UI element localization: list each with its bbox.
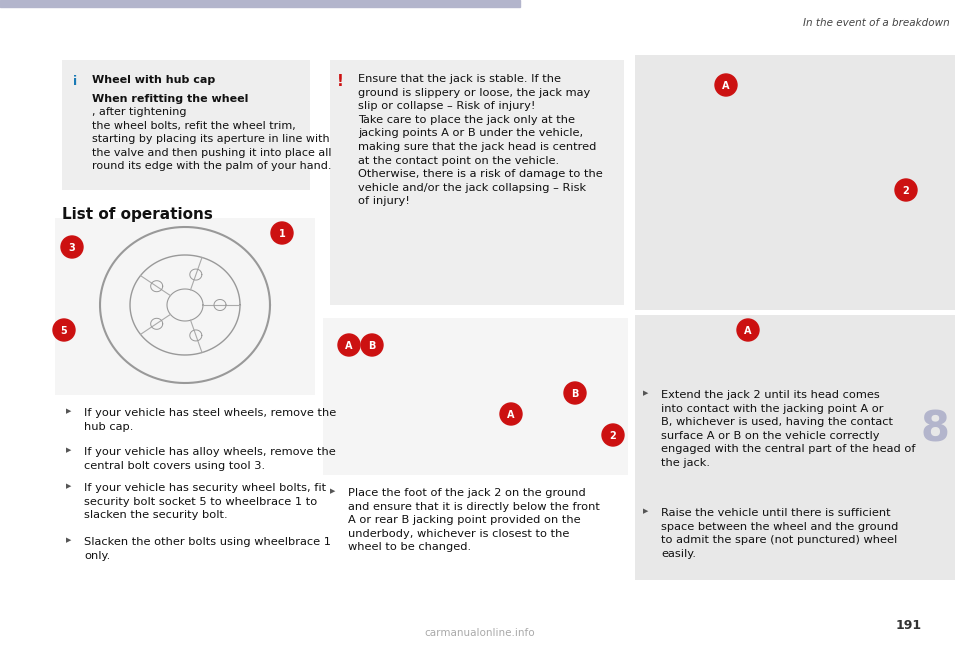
Text: Slacken the other bolts using wheelbrace 1
only.: Slacken the other bolts using wheelbrace… <box>84 537 331 561</box>
Text: ▶: ▶ <box>66 537 71 543</box>
Bar <box>62 60 310 190</box>
Circle shape <box>500 403 522 425</box>
Circle shape <box>53 319 75 341</box>
Text: ▶: ▶ <box>66 483 71 489</box>
Bar <box>635 315 955 580</box>
Text: Raise the vehicle until there is sufficient
space between the wheel and the grou: Raise the vehicle until there is suffici… <box>661 508 899 559</box>
Circle shape <box>715 74 737 96</box>
Circle shape <box>271 222 293 244</box>
Text: B: B <box>369 341 375 351</box>
Text: A: A <box>507 410 515 420</box>
Text: List of operations: List of operations <box>62 207 213 222</box>
Bar <box>330 60 624 305</box>
Circle shape <box>61 236 83 258</box>
Text: ▶: ▶ <box>643 508 648 514</box>
Text: 2: 2 <box>902 186 909 196</box>
Text: A: A <box>744 326 752 336</box>
Text: Ensure that the jack is stable. If the
ground is slippery or loose, the jack may: Ensure that the jack is stable. If the g… <box>358 74 603 206</box>
Circle shape <box>361 334 383 356</box>
Bar <box>635 55 955 310</box>
Text: i: i <box>73 75 77 88</box>
Text: 3: 3 <box>68 243 76 253</box>
Text: In the event of a breakdown: In the event of a breakdown <box>804 18 950 28</box>
Text: 1: 1 <box>278 229 285 239</box>
Text: 2: 2 <box>610 431 616 441</box>
Text: When refitting the wheel: When refitting the wheel <box>92 94 249 104</box>
Text: 191: 191 <box>896 619 922 632</box>
Text: , after tightening
the wheel bolts, refit the wheel trim,
starting by placing it: , after tightening the wheel bolts, refi… <box>92 107 331 171</box>
Text: ▶: ▶ <box>66 408 71 414</box>
Bar <box>55 218 315 395</box>
Text: Place the foot of the jack 2 on the ground
and ensure that it is directly below : Place the foot of the jack 2 on the grou… <box>348 488 600 552</box>
Text: If your vehicle has alloy wheels, remove the
central bolt covers using tool 3.: If your vehicle has alloy wheels, remove… <box>84 447 336 471</box>
Circle shape <box>564 382 586 404</box>
Text: ▶: ▶ <box>66 447 71 453</box>
Text: 8: 8 <box>921 409 949 451</box>
Text: A: A <box>722 81 730 91</box>
Text: If your vehicle has security wheel bolts, fit
security bolt socket 5 to wheelbra: If your vehicle has security wheel bolts… <box>84 483 326 520</box>
Text: ▶: ▶ <box>643 390 648 396</box>
Text: Wheel with hub cap: Wheel with hub cap <box>92 75 215 85</box>
Circle shape <box>602 424 624 446</box>
Circle shape <box>737 319 759 341</box>
Bar <box>0 0 520 7</box>
Text: ▶: ▶ <box>330 488 335 494</box>
Text: !: ! <box>337 74 344 89</box>
Circle shape <box>895 179 917 201</box>
Text: carmanualonline.info: carmanualonline.info <box>424 628 536 638</box>
Text: 5: 5 <box>60 326 67 336</box>
Text: Extend the jack 2 until its head comes
into contact with the jacking point A or
: Extend the jack 2 until its head comes i… <box>661 390 916 468</box>
Circle shape <box>338 334 360 356</box>
Text: If your vehicle has steel wheels, remove the
hub cap.: If your vehicle has steel wheels, remove… <box>84 408 336 432</box>
Bar <box>323 318 628 475</box>
Text: A: A <box>346 341 352 351</box>
Text: B: B <box>571 389 579 399</box>
